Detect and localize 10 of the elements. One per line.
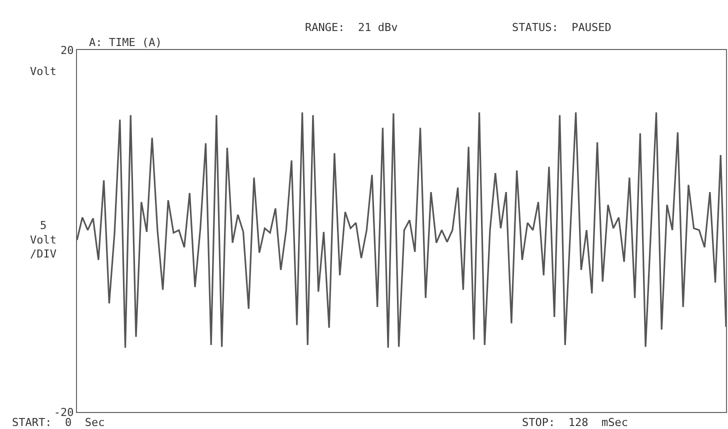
text: START: 0 Sec (12, 416, 105, 429)
text: 5 Volt /DIV (30, 219, 57, 261)
y-axis-title: Volt (30, 65, 56, 78)
text: A: TIME (A) (89, 36, 162, 49)
text: RANGE: 21 dBv (305, 21, 398, 34)
text: STOP: 128 mSec (522, 416, 628, 429)
text: STATUS: PAUSED (512, 21, 612, 34)
line-series (77, 112, 726, 349)
y-tick-label: 20 (60, 44, 74, 57)
y-tick-label: -20 (54, 406, 74, 419)
